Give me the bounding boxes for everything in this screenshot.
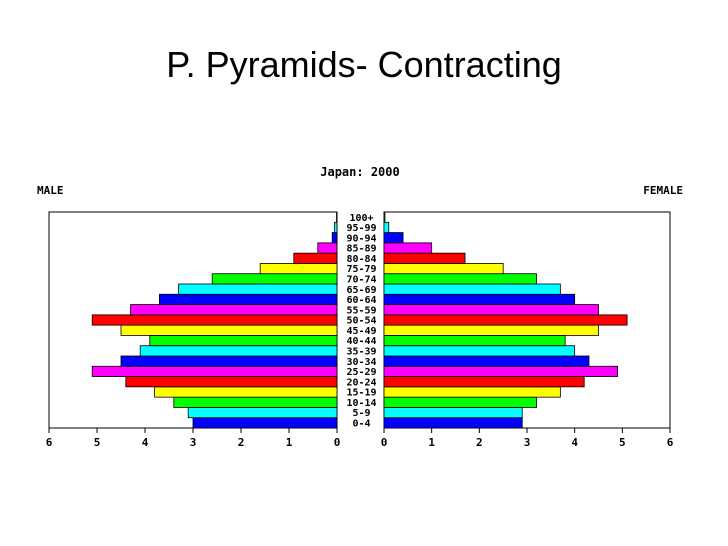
- male-bar-65-69: [178, 283, 338, 295]
- male-bar-15-19: [154, 386, 338, 398]
- female-bar-60-64: [383, 293, 576, 305]
- male-bar-35-39: [139, 345, 338, 357]
- male-bar-5-9: [187, 407, 338, 419]
- male-bar-50-54: [91, 314, 338, 326]
- age-label-35-39: 35-39: [346, 347, 376, 358]
- male-x-tick-label-2: 2: [238, 436, 245, 449]
- age-label-90-94: 90-94: [346, 233, 376, 244]
- age-label-75-79: 75-79: [346, 264, 376, 275]
- female-x-tick-label-4: 4: [571, 436, 578, 449]
- female-bar-5-9: [383, 407, 523, 419]
- female-bar-50-54: [383, 314, 628, 326]
- male-x-tick-label-1: 1: [286, 436, 293, 449]
- female-x-tick-label-6: 6: [667, 436, 674, 449]
- age-label-80-84: 80-84: [346, 254, 376, 265]
- male-x-tick-label-4: 4: [142, 436, 149, 449]
- age-label-5-9: 5-9: [352, 408, 370, 419]
- age-label-65-69: 65-69: [346, 285, 376, 296]
- age-label-15-19: 15-19: [346, 388, 376, 399]
- female-bar-85-89: [383, 242, 433, 254]
- male-bar-85-89: [317, 242, 338, 254]
- age-label-60-64: 60-64: [346, 295, 376, 306]
- female-bar-0-4: [383, 417, 523, 429]
- female-bar-40-44: [383, 335, 566, 347]
- female-x-tick-label-0: 0: [381, 436, 388, 449]
- female-x-tick-label-1: 1: [428, 436, 435, 449]
- male-bar-10-14: [173, 396, 338, 408]
- female-bar-55-59: [383, 304, 599, 316]
- age-label-45-49: 45-49: [346, 326, 376, 337]
- age-label-100+: 100+: [349, 213, 373, 224]
- male-bar-70-74: [211, 273, 338, 285]
- male-x-tick-label-0: 0: [334, 436, 341, 449]
- male-bar-45-49: [120, 324, 338, 336]
- male-bar-80-84: [293, 252, 338, 264]
- age-label-0-4: 0-4: [352, 419, 370, 430]
- female-bar-20-24: [383, 376, 585, 388]
- female-bar-35-39: [383, 345, 576, 357]
- female-label: FEMALE: [643, 184, 683, 197]
- male-bar-75-79: [259, 263, 338, 275]
- female-bar-90-94: [383, 232, 404, 244]
- female-bar-75-79: [383, 263, 504, 275]
- male-bar-0-4: [192, 417, 338, 429]
- age-label-30-34: 30-34: [346, 357, 376, 368]
- female-panel: 0 1 2 3 4 5 6: [381, 211, 674, 449]
- female-x-tick-label-2: 2: [476, 436, 483, 449]
- female-bar-25-29: [383, 365, 618, 377]
- female-bar-30-34: [383, 355, 590, 367]
- age-label-40-44: 40-44: [346, 336, 376, 347]
- age-label-55-59: 55-59: [346, 305, 376, 316]
- female-x-tick-label-5: 5: [619, 436, 626, 449]
- male-bar-55-59: [130, 304, 338, 316]
- female-bar-10-14: [383, 396, 537, 408]
- age-label-20-24: 20-24: [346, 377, 376, 388]
- age-label-85-89: 85-89: [346, 244, 376, 255]
- male-label: MALE: [37, 184, 64, 197]
- male-bar-25-29: [91, 365, 338, 377]
- age-label-25-29: 25-29: [346, 367, 376, 378]
- female-x-tick-label-3: 3: [524, 436, 531, 449]
- female-bar-70-74: [383, 273, 537, 285]
- age-label-10-14: 10-14: [346, 398, 376, 409]
- female-bar-80-84: [383, 252, 466, 264]
- male-x-tick-label-5: 5: [94, 436, 101, 449]
- male-bar-30-34: [120, 355, 338, 367]
- male-bar-40-44: [149, 335, 338, 347]
- female-bar-45-49: [383, 324, 599, 336]
- age-group-labels: 0-45-910-1415-1920-2425-2930-3435-3940-4…: [346, 213, 376, 430]
- age-label-70-74: 70-74: [346, 275, 376, 286]
- male-bar-95-99: [334, 221, 338, 233]
- female-bar-95-99: [383, 221, 390, 233]
- female-bar-15-19: [383, 386, 561, 398]
- slide-title: P. Pyramids- Contracting: [166, 44, 562, 85]
- male-bar-90-94: [331, 232, 338, 244]
- male-x-tick-label-6: 6: [46, 436, 53, 449]
- age-label-95-99: 95-99: [346, 223, 376, 234]
- chart-title: Japan: 2000: [320, 165, 399, 179]
- age-label-50-54: 50-54: [346, 316, 376, 327]
- female-bar-100+: [383, 211, 386, 223]
- female-bar-65-69: [383, 283, 561, 295]
- male-panel: 0 1 2 3 4 5 6: [46, 211, 341, 449]
- male-bar-60-64: [158, 293, 338, 305]
- male-bar-20-24: [125, 376, 338, 388]
- male-x-tick-label-3: 3: [190, 436, 197, 449]
